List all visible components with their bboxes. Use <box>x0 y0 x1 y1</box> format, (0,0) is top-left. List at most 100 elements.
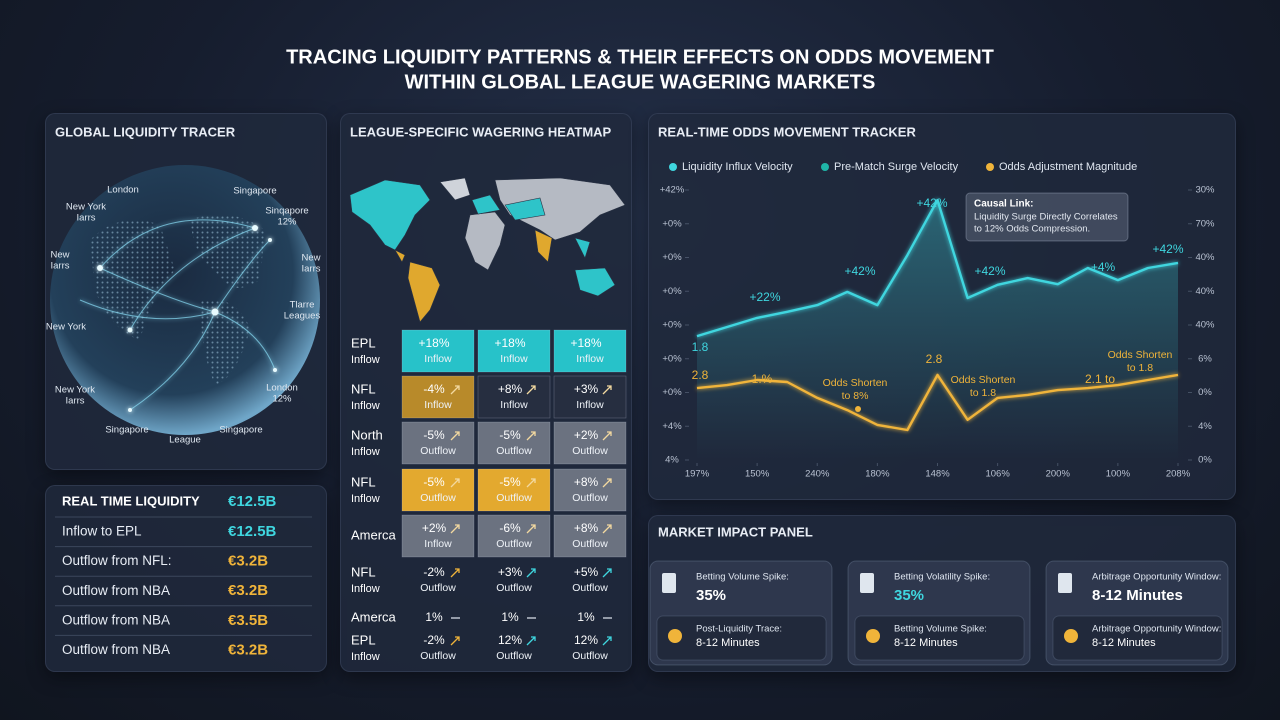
cell-text: Outflow <box>572 582 608 594</box>
trend-icon <box>526 385 536 395</box>
trend-icon <box>450 431 460 441</box>
trend-icon <box>602 524 612 534</box>
cell-value: +5% <box>574 565 599 579</box>
x-tick-label: 148% <box>925 469 950 480</box>
row-label: NFL <box>351 381 376 396</box>
y-tick-label: +42% <box>660 185 685 196</box>
trend-icon <box>526 636 536 646</box>
table-title: REAL TIME LIQUIDITY <box>62 493 200 508</box>
cell-text: Inflow <box>424 538 452 550</box>
trend-icon <box>526 478 536 488</box>
card-icon <box>1058 573 1072 593</box>
heat-cell <box>401 329 475 373</box>
trend-icon <box>602 568 612 578</box>
city-label: Iarrs <box>51 261 70 272</box>
row-label: Inflow <box>351 446 380 458</box>
row-label: Outflow from NBA <box>62 642 170 657</box>
city-label: 12% <box>272 394 292 405</box>
cell-value: -2% <box>423 633 445 647</box>
row-value: €3.2B <box>228 553 268 570</box>
row-label: EPL <box>351 335 376 350</box>
trend-icon <box>450 636 460 646</box>
cell-value: -5% <box>423 428 445 442</box>
card-label: Betting Volume Spike: <box>696 572 789 583</box>
cell-value: +18% <box>570 336 601 350</box>
annotation: Odds Shorten <box>1108 349 1173 361</box>
cell-text: Outflow <box>572 650 608 662</box>
annotation: +42% <box>1152 242 1183 256</box>
heat-cell <box>477 375 551 419</box>
annotation: +42% <box>916 196 947 210</box>
callout-title: Causal Link: <box>974 199 1033 210</box>
city-label: New York <box>55 385 95 396</box>
x-tick-label: 200% <box>1046 469 1071 480</box>
cell-text: Outflow <box>420 445 456 457</box>
row-label: Amerca <box>351 609 397 624</box>
cell-value: +2% <box>422 521 447 535</box>
trend-icon <box>602 431 612 441</box>
city-label: London <box>107 185 139 196</box>
card-sub-label: Arbitrage Opportunity Window: <box>1092 624 1221 635</box>
y2-tick-label: 40% <box>1195 252 1215 263</box>
row-label: Inflow to EPL <box>62 524 142 539</box>
y-tick-label: +0% <box>662 320 682 331</box>
y2-tick-label: 40% <box>1195 320 1215 331</box>
cell-text: Outflow <box>496 582 532 594</box>
x-tick-label: 100% <box>1106 469 1131 480</box>
x-tick-label: 180% <box>865 469 890 480</box>
cell-text: Inflow <box>424 353 452 365</box>
callout-text: to 12% Odds Compression. <box>974 224 1090 235</box>
annotation: 2.1 to <box>1085 372 1115 386</box>
row-label: Inflow <box>351 493 380 505</box>
cell-text: Outflow <box>420 582 456 594</box>
trend-icon <box>602 385 612 395</box>
row-value: €12.5B <box>228 523 277 540</box>
trend-icon <box>602 636 612 646</box>
globe <box>50 165 320 435</box>
cell-value: +3% <box>574 382 599 396</box>
heat-cell <box>553 375 627 419</box>
card-sub-value: 8-12 Minutes <box>696 637 760 649</box>
y2-tick-label: 6% <box>1198 353 1212 364</box>
city-label: Sinqapore <box>265 206 308 217</box>
cell-text: Inflow <box>500 353 528 365</box>
y-tick-label: +0% <box>662 218 682 229</box>
legend-swatch <box>821 163 829 171</box>
cell-text: Outflow <box>420 650 456 662</box>
row-value: €3.2B <box>228 641 268 658</box>
row-value: €3.2B <box>228 582 268 599</box>
heat-cell <box>477 468 551 512</box>
annotation: +4% <box>1091 260 1116 274</box>
cell-value: +8% <box>498 382 523 396</box>
row-label: Outflow from NBA <box>62 612 170 627</box>
annotation: to 8% <box>842 390 869 402</box>
cell-value: -6% <box>499 521 521 535</box>
y-tick-label: +0% <box>662 252 682 263</box>
cell-text: Inflow <box>576 399 604 411</box>
city-label: New York <box>66 202 106 213</box>
annotation: 2.8 <box>692 368 709 382</box>
cell-text: Inflow <box>424 399 452 411</box>
cell-value: -5% <box>423 475 445 489</box>
city-label: Tlarre <box>290 300 315 311</box>
city-label: Iarrs <box>66 396 85 407</box>
annotation: 1.8 <box>692 340 709 354</box>
series-line <box>696 198 1179 338</box>
card-subbox <box>854 615 1025 661</box>
y2-tick-label: 40% <box>1195 286 1215 297</box>
legend-label: Liquidity Influx Velocity <box>682 161 793 173</box>
globe-land <box>90 214 265 385</box>
annotation: +42% <box>844 264 875 278</box>
y-tick-label: +0% <box>662 286 682 297</box>
annotation: Odds Shorten <box>823 377 888 389</box>
x-tick-label: 240% <box>805 469 830 480</box>
globe-arcs <box>79 219 276 411</box>
trend-icon <box>450 568 460 578</box>
city-label: League <box>169 435 201 446</box>
card-sub-value: 8-12 Minutes <box>1092 637 1156 649</box>
cell-value: 1% <box>577 610 595 624</box>
card-icon <box>662 573 676 593</box>
cell-value: -4% <box>423 382 445 396</box>
table-title-value: €12.5B <box>228 493 277 510</box>
